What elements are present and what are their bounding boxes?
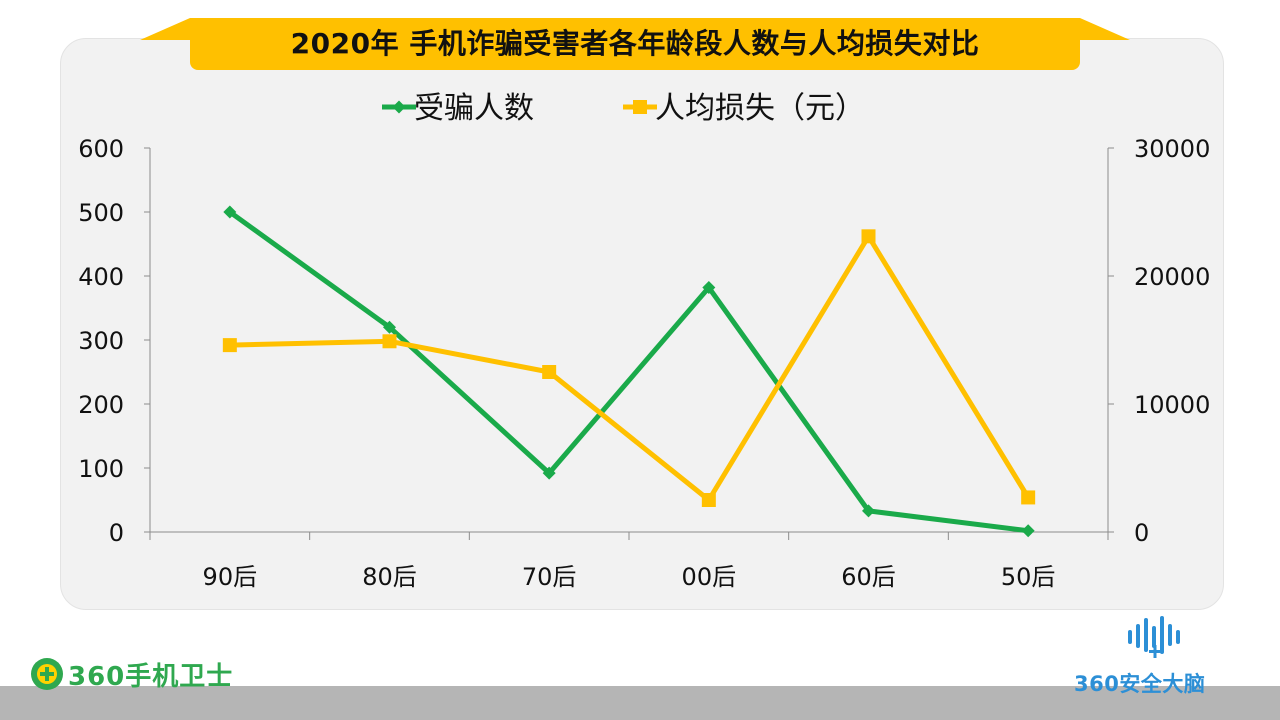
data-point-diamond [223,205,237,219]
chart-panel [60,38,1224,610]
chart-title: 2020年 手机诈骗受害者各年龄段人数与人均损失对比 [290,27,980,60]
logo-right-text: 360安全大脑 [1074,672,1206,696]
x-tick-label: 60后 [841,563,896,591]
legend-label: 受骗人数 [414,91,534,126]
data-point-square [1021,490,1036,505]
y-left-tick-label: 100 [78,455,124,483]
legend-label: 人均损失（元） [655,91,865,126]
data-point-square [382,334,397,349]
shield-plus-icon [31,658,63,690]
data-point-diamond [862,504,875,518]
y-left-tick-label: 600 [78,135,124,163]
data-point-diamond [1021,524,1035,538]
data-point-square [701,493,716,507]
series-line-2 [227,233,1031,503]
x-tick-label: 90后 [203,563,258,591]
y-right-tick-label: 20000 [1134,263,1210,291]
y-left-tick-label: 200 [78,391,124,419]
data-point-square [222,338,237,353]
x-tick-label: 50后 [1001,563,1056,591]
360-mobile-guard-logo: 360手机卫士 [30,654,290,696]
x-tick-label: 00后 [682,563,737,591]
x-tick-label: 70后 [522,563,577,591]
y-right-tick-label: 10000 [1134,391,1210,419]
y-left-tick-label: 400 [78,263,124,291]
series-line-1 [227,209,1031,534]
brain-signal-icon [1128,616,1180,658]
footer-bar [0,686,1280,720]
legend-marker-square [633,100,647,114]
y-left-tick-label: 0 [109,519,124,547]
data-point-square [542,365,557,379]
360-security-brain-logo: 360安全大脑 [1070,612,1270,698]
title-ribbon [140,18,1130,70]
data-point-square [861,229,876,244]
y-right-tick-label: 30000 [1134,135,1210,163]
y-left-tick-label: 300 [78,327,124,355]
data-point-diamond [702,281,716,295]
x-tick-label: 80后 [362,563,417,591]
y-right-tick-label: 0 [1134,519,1149,547]
data-point-diamond [383,320,396,334]
y-left-tick-label: 500 [78,199,124,227]
legend-marker-diamond [392,100,406,114]
logo-left-text: 360手机卫士 [68,662,234,692]
data-point-diamond [542,466,556,480]
